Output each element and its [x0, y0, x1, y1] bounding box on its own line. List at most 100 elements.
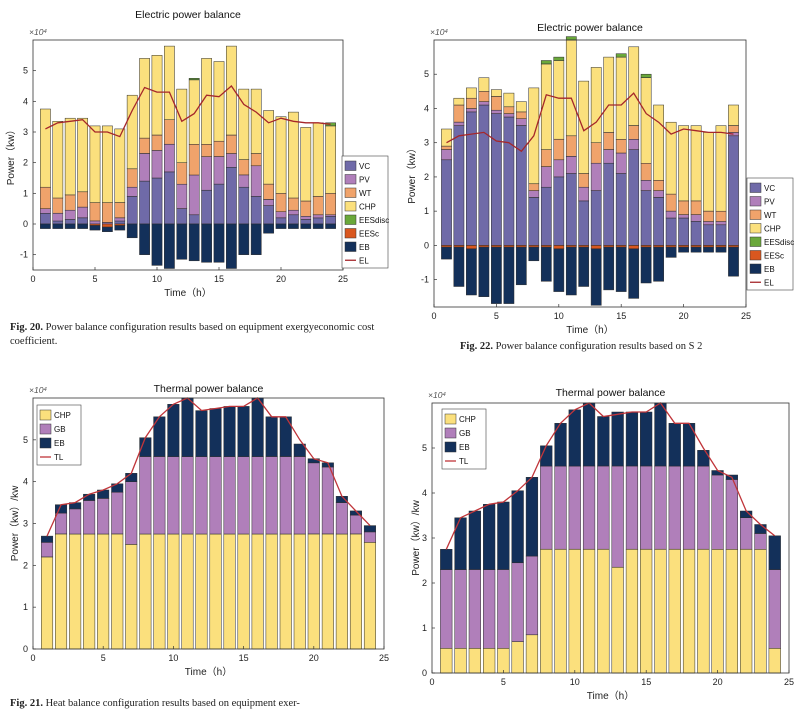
bar-chp	[754, 549, 767, 674]
bar-gb	[725, 479, 738, 550]
bar-pv	[188, 174, 200, 216]
y-exponent: ×10⁴	[428, 390, 446, 400]
bar-pv	[615, 152, 627, 174]
x-tick-label: 15	[239, 653, 249, 663]
caption-fig22: Fig. 22. Power balance configuration res…	[460, 340, 800, 354]
bar-gb	[468, 569, 481, 649]
bar-wt	[77, 191, 88, 208]
load-line-tl	[445, 402, 776, 550]
bar-vc	[565, 173, 577, 246]
bar-eb	[640, 411, 653, 467]
bar-eesdisc	[565, 36, 577, 41]
bar-pv	[52, 213, 64, 222]
bar-chp	[41, 556, 54, 650]
bar-eb	[238, 223, 250, 255]
legend-label-eb: EB	[459, 443, 470, 452]
bar-chp	[690, 125, 702, 202]
x-axis-label: Time（h）	[185, 666, 232, 678]
bar-wt	[603, 132, 615, 150]
bar-chp	[265, 533, 278, 650]
bar-pv	[64, 209, 76, 220]
legend-swatch-eb	[344, 241, 357, 252]
bar-gb	[668, 465, 681, 550]
bar-chp	[114, 128, 126, 203]
axes-box	[433, 39, 747, 308]
bar-vc	[466, 111, 477, 246]
bar-eb	[466, 248, 477, 296]
bar-gb	[223, 456, 236, 535]
bar-eesc	[665, 245, 677, 248]
y-tick-label: 0	[23, 219, 28, 229]
bar-eb	[275, 223, 287, 229]
bar-pv	[466, 108, 477, 113]
bar-pv	[678, 214, 689, 219]
bar-eb	[615, 246, 627, 292]
legend-swatch-vc	[749, 182, 762, 193]
bar-eesdisc	[188, 78, 200, 81]
bar-pv	[89, 220, 101, 225]
bar-chp	[213, 61, 225, 142]
bar-wt	[503, 106, 515, 114]
bar-eesdisc	[640, 73, 652, 78]
bar-eb	[363, 525, 376, 533]
bar-chp	[478, 77, 490, 92]
y-tick-label: -1	[20, 250, 28, 260]
x-tick-label: 20	[679, 311, 689, 321]
x-tick-label: 10	[570, 677, 580, 687]
bar-wt	[151, 134, 163, 151]
bar-eb	[237, 406, 250, 457]
bar-chp	[525, 634, 539, 674]
legend-label-eb: EB	[764, 265, 775, 274]
bar-chp	[223, 533, 236, 650]
legend-label-eb: EB	[54, 439, 65, 448]
bar-gb	[483, 569, 496, 649]
bar-chp	[454, 648, 467, 674]
bar-wt	[40, 186, 51, 209]
bar-wt	[665, 193, 677, 212]
bar-eb	[715, 246, 727, 253]
y-tick-label: 1	[422, 623, 427, 633]
bar-eb	[697, 450, 710, 467]
bar-wt	[715, 210, 727, 222]
y-exponent: ×10⁴	[29, 27, 47, 37]
bar-vc	[238, 186, 250, 225]
y-tick-label: 1	[424, 206, 429, 216]
bar-eb	[640, 246, 652, 284]
bar-vc	[164, 171, 175, 225]
bar-chp	[55, 533, 68, 650]
bar-chp	[195, 533, 208, 650]
bar-eb	[678, 246, 689, 253]
bar-eb	[300, 223, 312, 229]
legend-swatch-eesc	[344, 228, 357, 239]
bar-eesc	[540, 245, 552, 248]
legend-swatch-eb	[749, 263, 762, 274]
bar-chp	[89, 125, 101, 203]
legend-label-eb: EB	[359, 243, 370, 252]
bar-vc	[590, 190, 602, 246]
chart-title: Thermal power balance	[154, 383, 264, 395]
bar-eesc	[703, 245, 714, 248]
bar-wt	[114, 202, 126, 219]
bar-wt	[126, 168, 138, 188]
x-tick-label: 5	[92, 274, 97, 284]
bar-gb	[83, 500, 96, 535]
bar-chp	[440, 648, 453, 674]
bar-pv	[553, 159, 565, 178]
bar-eesc	[515, 245, 527, 248]
bar-chp	[728, 104, 739, 126]
x-tick-label: 15	[641, 677, 651, 687]
bar-chp	[554, 549, 567, 674]
bar-chp	[69, 533, 82, 650]
legend-label-eesc: EESc	[359, 229, 379, 238]
load-line-el	[45, 85, 331, 138]
bar-gb	[754, 533, 767, 550]
bar-eb	[250, 223, 262, 255]
bar-eb	[181, 397, 194, 457]
bar-gb	[582, 465, 596, 550]
load-line-el	[446, 92, 734, 153]
bar-wt	[64, 194, 76, 211]
bar-wt	[288, 197, 299, 211]
bar-eb	[568, 409, 581, 467]
bar-gb	[139, 456, 152, 535]
bar-wt	[590, 142, 602, 164]
